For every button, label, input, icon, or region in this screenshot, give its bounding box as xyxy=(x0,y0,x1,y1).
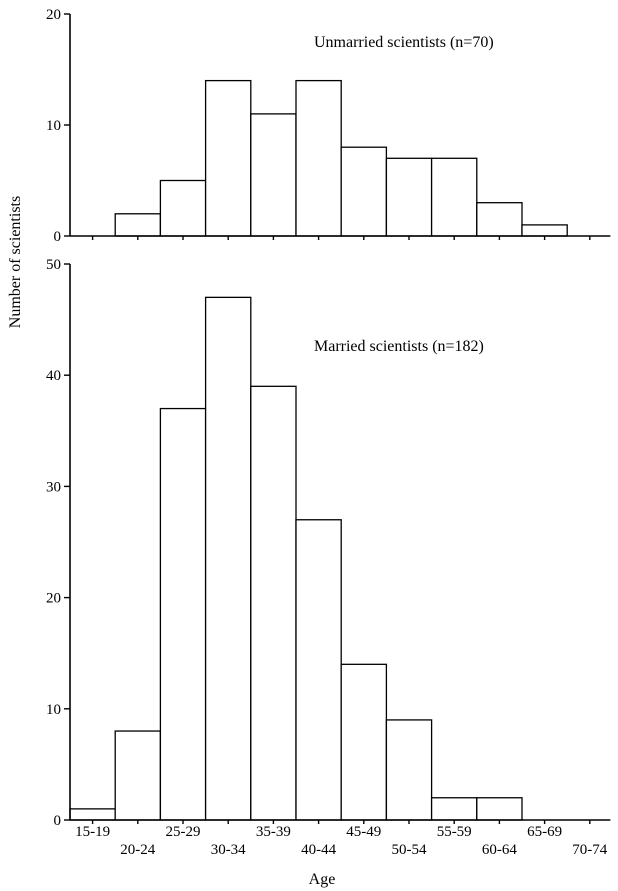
married-bar-15-19 xyxy=(69,808,116,821)
x-tick-label-35-39: 35-39 xyxy=(256,824,291,840)
married-y-tick-label: 30 xyxy=(46,479,61,495)
unmarried-bar-65-69 xyxy=(521,224,568,237)
married-bar-30-34 xyxy=(204,296,252,821)
unmarried-y-tick-label: 0 xyxy=(54,229,62,245)
x-tick-label-25-29: 25-29 xyxy=(166,824,201,840)
x-tick-label-15-19: 15-19 xyxy=(75,824,110,840)
unmarried-bar-20-24 xyxy=(114,213,162,237)
x-tick-label-30-34: 30-34 xyxy=(211,842,246,858)
married-y-tick-label: 10 xyxy=(46,702,61,718)
x-axis-title: Age xyxy=(309,871,336,888)
unmarried-bar-25-29 xyxy=(159,179,207,237)
x-tick-label-45-49: 45-49 xyxy=(346,824,381,840)
unmarried-y-tick-label: 10 xyxy=(46,118,61,134)
married-bar-50-54 xyxy=(385,719,433,821)
unmarried-bar-50-54 xyxy=(385,157,433,237)
unmarried-y-tick-label: 20 xyxy=(46,7,61,23)
x-tick-label-55-59: 55-59 xyxy=(437,824,472,840)
unmarried-bar-60-64 xyxy=(476,202,523,237)
unmarried-annotation: Unmarried scientists (n=70) xyxy=(314,34,494,51)
married-bar-55-59 xyxy=(430,797,478,821)
unmarried-bar-35-39 xyxy=(250,113,297,237)
married-y-tick-label: 40 xyxy=(46,368,61,384)
married-panel: Married scientists (n=182) 0 10 20 30 40 50 15… xyxy=(46,257,611,858)
married-bar-20-24 xyxy=(114,730,162,821)
x-tick-label-65-69: 65-69 xyxy=(527,824,562,840)
married-y-tick-label: 50 xyxy=(46,257,61,273)
married-y-tick-label: 0 xyxy=(54,813,62,829)
x-tick-label-60-64: 60-64 xyxy=(482,842,517,858)
married-bar-25-29 xyxy=(159,407,207,821)
unmarried-bar-30-34 xyxy=(204,79,252,237)
unmarried-bar-55-59 xyxy=(430,157,478,237)
married-bar-40-44 xyxy=(295,519,342,821)
married-bar-35-39 xyxy=(250,385,297,821)
unmarried-panel: Unmarried scientists (n=70) 0 10 20 xyxy=(46,7,611,245)
y-axis-title: Number of scientists xyxy=(7,196,24,328)
unmarried-bar-40-44 xyxy=(295,79,342,237)
married-y-tick-label: 20 xyxy=(46,591,61,607)
x-tick-label-20-24: 20-24 xyxy=(120,842,155,858)
x-tick-label-70-74: 70-74 xyxy=(572,842,607,858)
married-annotation: Married scientists (n=182) xyxy=(314,338,484,355)
x-tick-label-40-44: 40-44 xyxy=(301,842,336,858)
unmarried-bar-45-49 xyxy=(340,146,388,237)
married-bar-60-64 xyxy=(476,797,523,821)
married-bar-45-49 xyxy=(340,663,388,821)
x-tick-label-50-54: 50-54 xyxy=(392,842,427,858)
